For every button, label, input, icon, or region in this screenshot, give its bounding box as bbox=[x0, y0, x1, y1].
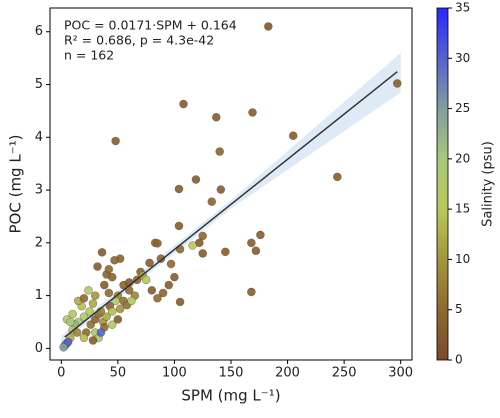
data-point bbox=[251, 246, 261, 256]
data-point bbox=[207, 197, 217, 206]
data-point bbox=[170, 272, 179, 282]
data-point bbox=[247, 287, 256, 297]
y-axis-label: POC (mg L⁻¹) bbox=[7, 135, 25, 234]
data-point bbox=[111, 136, 120, 146]
data-point bbox=[107, 272, 117, 282]
data-point bbox=[84, 286, 93, 295]
x-tick-label: 300 bbox=[388, 366, 413, 381]
data-point bbox=[211, 112, 221, 122]
data-point bbox=[63, 337, 73, 347]
data-point bbox=[198, 249, 208, 258]
data-point bbox=[175, 297, 185, 307]
x-tick-label: 200 bbox=[275, 366, 300, 381]
confidence-band bbox=[61, 52, 401, 344]
fit-line bbox=[64, 71, 398, 338]
colorbar-tick-label: 15 bbox=[455, 202, 470, 216]
annotation: POC = 0.0171·SPM + 0.164 bbox=[64, 18, 237, 33]
data-point bbox=[93, 262, 102, 271]
data-point bbox=[85, 307, 94, 316]
data-point bbox=[68, 309, 77, 319]
annotation: R² = 0.686, p = 4.3e-42 bbox=[64, 33, 214, 48]
y-tick-label: 4 bbox=[35, 130, 43, 145]
colorbar-tick-label: 25 bbox=[455, 101, 470, 115]
x-tick-label: 50 bbox=[110, 366, 127, 381]
data-point bbox=[72, 328, 82, 337]
x-tick-label: 250 bbox=[332, 366, 357, 381]
x-tick-label: 150 bbox=[219, 366, 244, 381]
y-tick-label: 3 bbox=[35, 183, 43, 198]
colorbar-tick-label: 20 bbox=[455, 151, 470, 165]
data-point bbox=[104, 288, 114, 298]
colorbar bbox=[436, 7, 449, 361]
y-tick-label: 5 bbox=[35, 77, 43, 92]
data-point bbox=[174, 184, 184, 194]
data-point bbox=[90, 291, 100, 300]
data-point bbox=[59, 343, 68, 352]
data-point bbox=[215, 147, 224, 156]
x-tick-label: 0 bbox=[57, 366, 65, 381]
data-point bbox=[216, 185, 226, 194]
data-point bbox=[392, 79, 402, 88]
data-point bbox=[100, 280, 109, 290]
data-point bbox=[79, 293, 89, 303]
data-point bbox=[115, 304, 125, 314]
colorbar-tick-label: 5 bbox=[455, 302, 463, 316]
colorbar-tick-label: 0 bbox=[455, 353, 463, 367]
data-point bbox=[66, 317, 75, 327]
data-point bbox=[127, 296, 136, 306]
data-point bbox=[104, 264, 114, 274]
data-point bbox=[264, 22, 273, 31]
data-point bbox=[107, 320, 117, 329]
data-point bbox=[145, 258, 154, 268]
data-point bbox=[107, 307, 117, 316]
y-tick-label: 0 bbox=[35, 341, 43, 356]
colorbar-tick-label: 30 bbox=[455, 51, 470, 65]
y-tick-label: 6 bbox=[35, 24, 43, 39]
data-point bbox=[179, 99, 188, 109]
data-point bbox=[198, 231, 208, 241]
data-point bbox=[97, 248, 107, 257]
data-point bbox=[79, 312, 89, 322]
data-point bbox=[221, 247, 230, 257]
data-point bbox=[88, 299, 98, 308]
data-point bbox=[147, 286, 157, 295]
annotation: n = 162 bbox=[64, 48, 114, 63]
data-point bbox=[110, 255, 119, 265]
data-point bbox=[102, 312, 111, 322]
x-tick-label: 100 bbox=[162, 366, 187, 381]
data-point bbox=[96, 328, 106, 337]
data-point bbox=[153, 293, 162, 303]
colorbar-label: Salinity (psu) bbox=[481, 141, 496, 227]
data-point bbox=[288, 131, 298, 141]
data-point bbox=[164, 280, 174, 290]
data-point bbox=[247, 238, 256, 248]
y-tick-label: 2 bbox=[35, 235, 43, 250]
data-point bbox=[191, 175, 201, 184]
x-axis-label: SPM (mg L⁻¹) bbox=[181, 387, 280, 405]
data-point bbox=[166, 259, 176, 269]
data-point bbox=[158, 288, 168, 298]
data-point bbox=[188, 241, 197, 250]
data-point bbox=[248, 108, 257, 117]
data-point bbox=[88, 336, 98, 345]
data-point bbox=[86, 320, 96, 329]
data-point bbox=[141, 275, 151, 285]
data-point bbox=[153, 239, 162, 248]
data-point bbox=[256, 230, 265, 240]
data-point bbox=[79, 333, 89, 343]
data-point bbox=[174, 221, 184, 231]
data-point bbox=[113, 315, 123, 324]
colorbar-tick-label: 10 bbox=[455, 252, 470, 266]
colorbar-tick-label: 35 bbox=[455, 1, 470, 15]
y-tick-label: 1 bbox=[35, 288, 43, 303]
data-point bbox=[333, 172, 342, 182]
data-point bbox=[156, 254, 166, 263]
